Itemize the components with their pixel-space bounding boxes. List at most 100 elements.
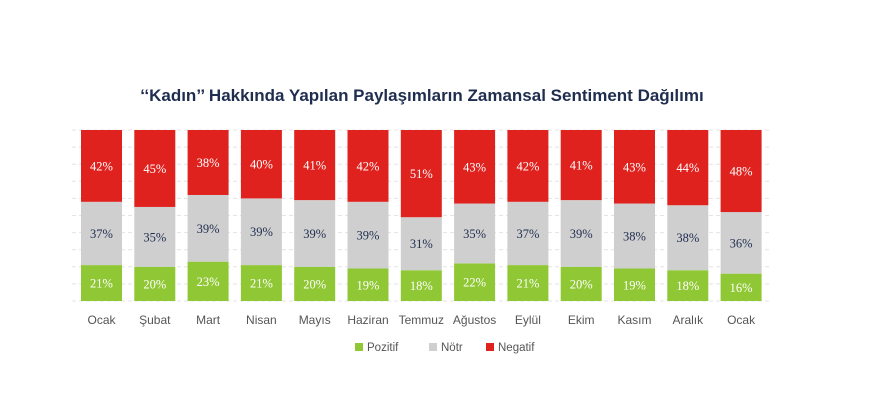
data-label: 51% [410,167,433,181]
bar-segment-negatif [560,130,602,201]
bar-segment-pozitif [614,268,655,301]
bar-segment-nötr [614,203,655,269]
data-label: 21% [250,277,273,291]
legend-label: Nötr [441,342,463,354]
bar-stack: 21% 39% 40% [240,130,282,301]
bar-segment-pozitif [667,270,709,301]
bar-segment-nötr [294,200,336,267]
bar-segment-negatif [240,130,282,199]
data-label: 38% [676,231,699,245]
data-label: 39% [357,229,380,243]
bar-segment-pozitif [187,261,229,301]
legend-swatch [429,343,437,351]
bar-segment-pozitif [347,268,389,301]
category-label: Mart [196,313,221,327]
bar-stack: 20% 39% 41% [294,130,336,301]
category-label: Haziran [347,313,388,327]
data-label: 39% [303,227,326,241]
chart-title: ‘‘Kadın’’ Hakkında Yapılan Paylaşımların… [140,86,703,105]
bar-stack: 22% 35% 43% [454,130,496,301]
bar-segment-nötr [400,217,442,271]
category-label: Eylül [515,313,541,327]
bar-segment-pozitif [454,263,496,301]
data-label: 43% [623,160,646,174]
data-label: 43% [463,160,486,174]
bar-stack: 20% 39% 41% [560,130,602,301]
data-label: 19% [623,278,646,292]
data-label: 39% [570,227,593,241]
data-label: 20% [303,277,326,291]
bar-segment-negatif [507,130,549,202]
bar-segment-nötr [81,201,122,266]
data-label: 37% [516,227,539,241]
bar-segment-nötr [240,198,282,266]
data-label: 41% [570,159,593,173]
bar-segment-nötr [560,200,602,267]
bar-segment-negatif [720,130,762,213]
bar-segment-negatif [667,130,709,206]
bar-segment-pozitif [560,266,602,301]
bar-segment-pozitif [134,266,176,301]
data-label: 18% [410,279,433,293]
data-label: 20% [143,277,166,291]
bar-stack: 18% 38% 44% [667,130,709,301]
data-label: 42% [90,159,113,173]
bar-segment-negatif [187,130,229,195]
bar-stack: 20% 35% 45% [134,130,176,301]
bars-group: 21% 37% 42% 20% 35% 45% 23% 39% 38% 21% 39% 40% 20% 3… [81,130,762,301]
data-label: 35% [143,230,166,244]
bar-stack: 18% 31% 51% [400,130,442,301]
bar-segment-negatif [294,130,336,201]
bar-stack: 21% 37% 42% [507,130,549,301]
data-label: 21% [90,277,113,291]
bar-stack: 16% 36% 48% [720,130,762,301]
legend-swatch [486,343,494,351]
bar-segment-nötr [347,201,389,269]
bar-stack: 19% 38% 43% [614,130,655,301]
category-label: Nisan [246,313,277,327]
bar-segment-negatif [614,130,655,204]
data-label: 35% [463,227,486,241]
data-label: 38% [197,156,220,170]
data-label: 22% [463,276,486,290]
data-label: 42% [357,159,380,173]
category-label: Kasım [617,313,651,327]
data-label: 20% [570,277,593,291]
data-label: 36% [730,236,753,250]
bar-segment-nötr [134,206,176,267]
data-label: 42% [516,159,539,173]
bar-segment-pozitif [240,265,282,301]
data-label: 39% [250,225,273,239]
category-label: Şubat [139,313,171,327]
legend-label: Pozitif [367,342,399,354]
bar-stack: 19% 39% 42% [347,130,389,301]
data-label: 39% [197,222,220,236]
data-label: 21% [516,277,539,291]
category-label: Ocak [727,313,756,327]
bar-segment-nötr [507,201,549,266]
bar-segment-negatif [454,130,496,204]
data-label: 45% [143,162,166,176]
bar-segment-nötr [667,205,709,271]
data-label: 41% [303,159,326,173]
bar-segment-negatif [347,130,389,202]
data-label: 18% [676,279,699,293]
bar-segment-pozitif [294,266,336,301]
bar-segment-nötr [187,194,229,262]
data-label: 37% [90,227,113,241]
data-label: 38% [623,230,646,244]
data-label: 40% [250,158,273,172]
category-label: Ağustos [453,313,496,327]
bar-segment-pozitif [81,265,122,301]
bar-segment-negatif [400,130,442,218]
bar-segment-pozitif [720,273,762,301]
data-label: 44% [676,161,699,175]
bar-segment-pozitif [507,265,549,301]
legend-label: Negatif [498,342,535,354]
data-label: 16% [730,281,753,295]
bar-stack: 23% 39% 38% [187,130,229,301]
category-labels: Ocak Şubat Mart Nisan Mayıs Haziran Temmuz Ağus… [87,313,756,327]
legend-swatch [355,343,363,351]
data-label: 31% [410,237,433,251]
